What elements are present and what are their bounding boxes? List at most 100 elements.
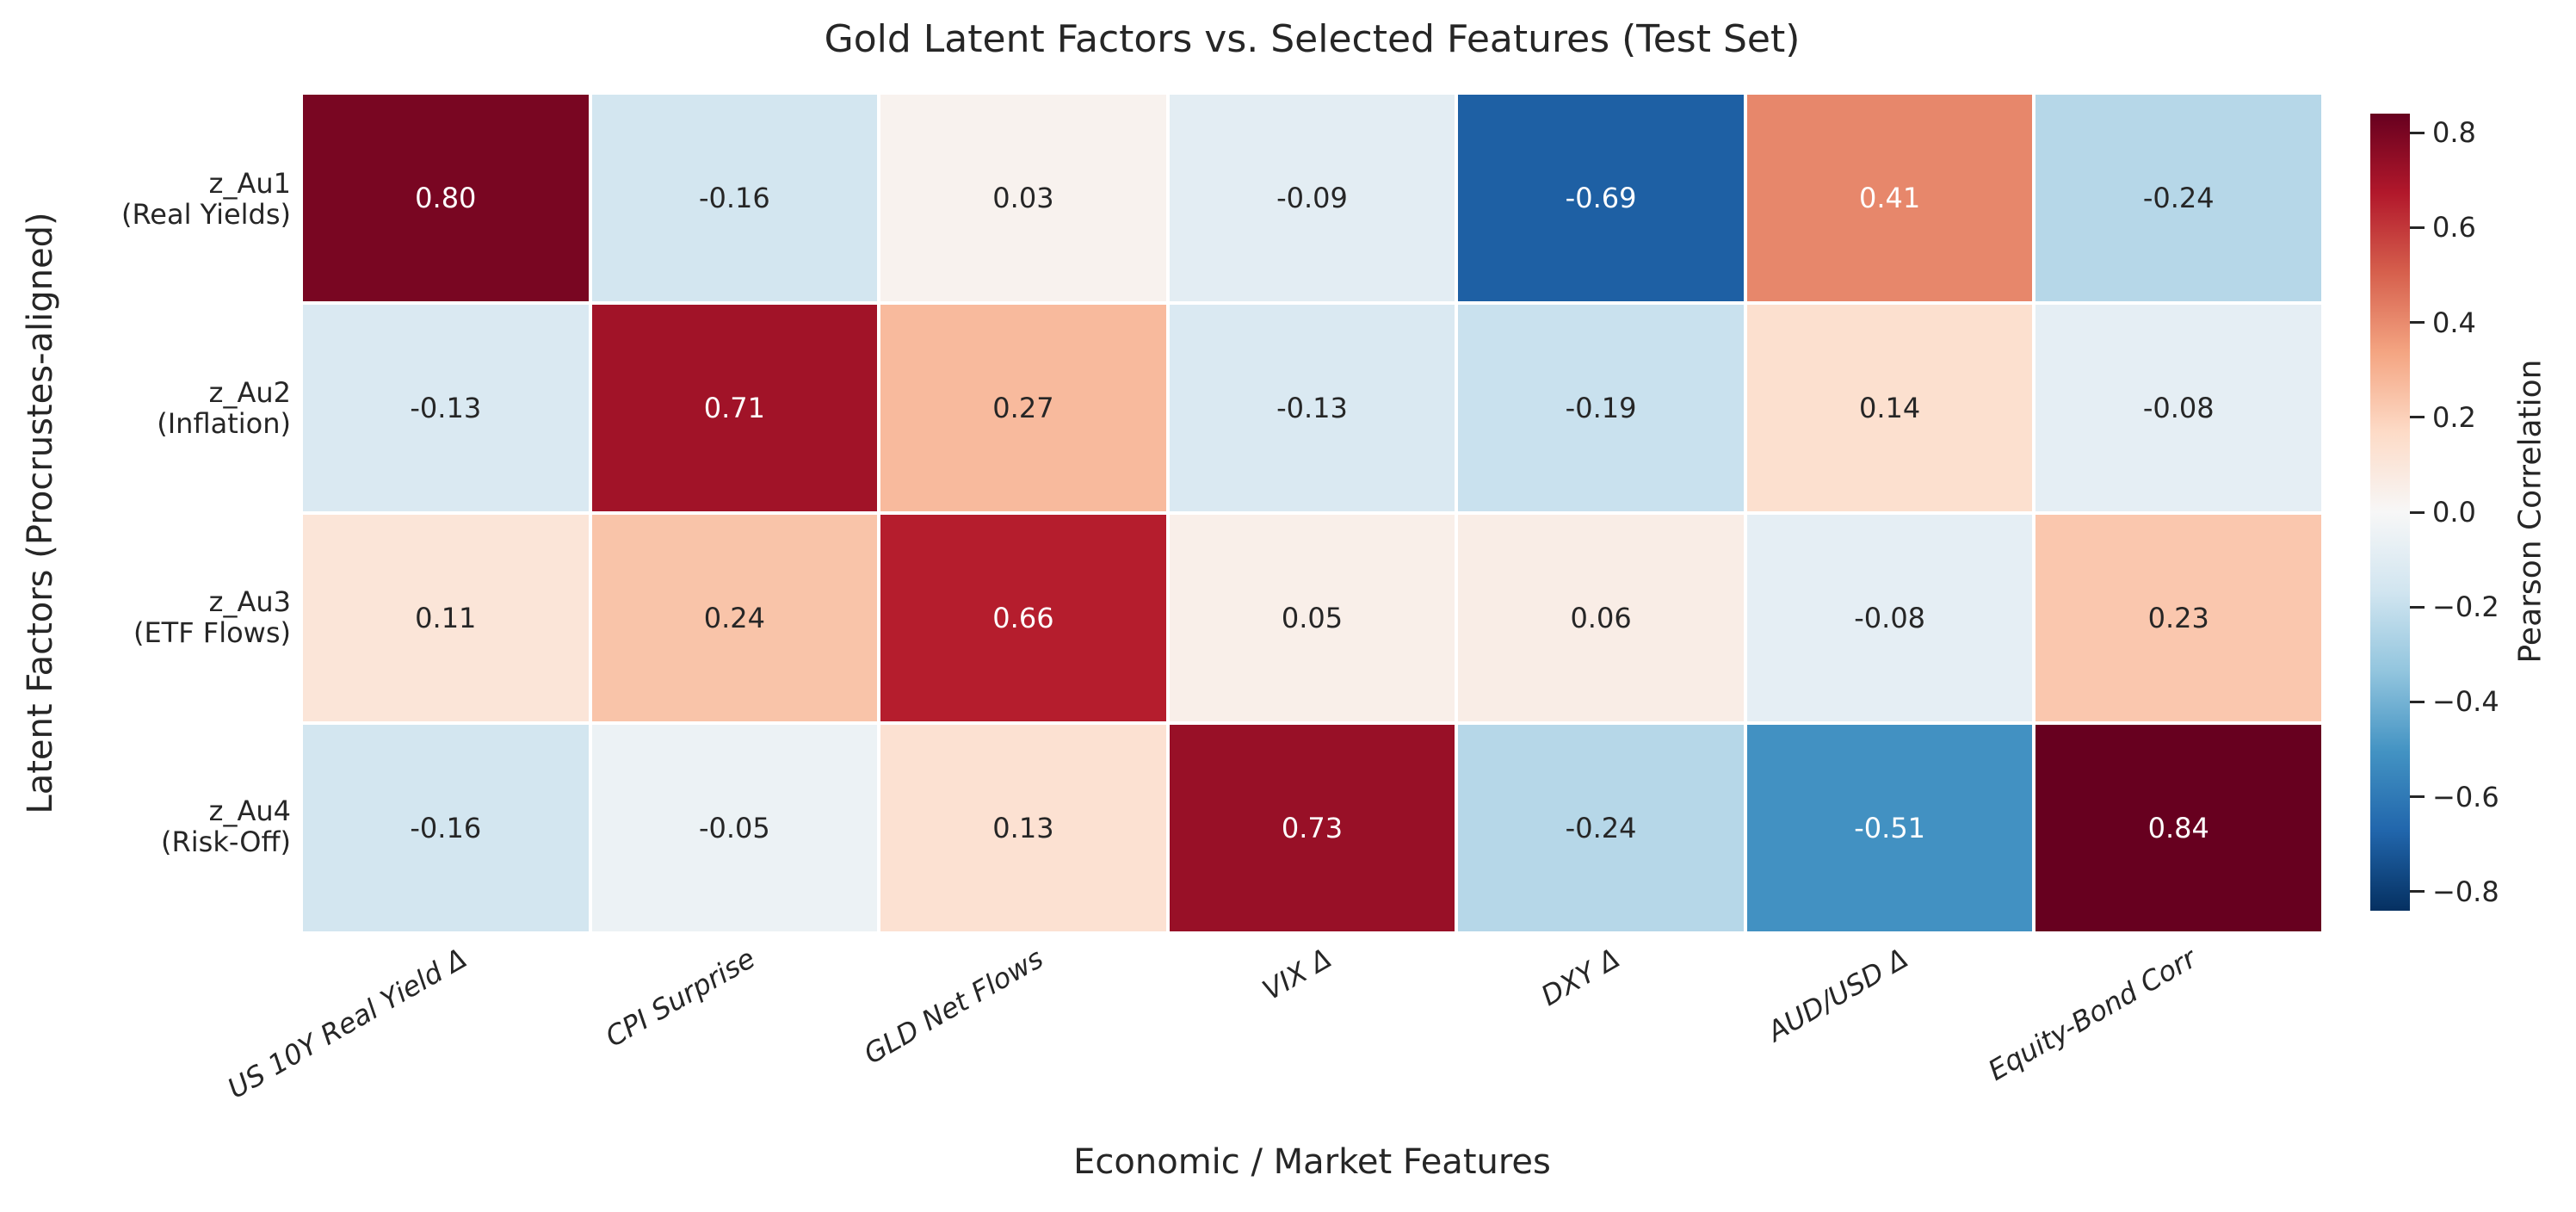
cell-value: -0.51	[1854, 812, 1926, 844]
heatmap-cell: 0.14	[1746, 305, 2033, 511]
cell-value: -0.13	[1276, 392, 1348, 424]
cell-value: 0.05	[1281, 602, 1344, 634]
x-tick-label: Equity-Bond Corr	[1982, 942, 2202, 1087]
factor-description: (Real Yields)	[121, 197, 291, 231]
heatmap-cell: -0.19	[1458, 305, 1744, 511]
heatmap-cell: 0.27	[880, 305, 1166, 511]
y-tick-label: z_Au4 (Risk-Off)	[0, 722, 291, 931]
y-tick-label: z_Au2 (Inflation)	[0, 304, 291, 513]
colorbar-gradient	[2370, 114, 2410, 911]
cell-value: 0.84	[2147, 812, 2209, 844]
factor-description: (Inflation)	[157, 406, 291, 440]
cell-value: -0.13	[410, 392, 482, 424]
x-tick-label: GLD Net Flows	[858, 942, 1049, 1071]
cell-value: -0.08	[2142, 392, 2215, 424]
heatmap-cell: -0.08	[2035, 305, 2321, 511]
heatmap-cell: -0.24	[1458, 725, 1744, 931]
heatmap-cell: -0.09	[1169, 95, 1455, 301]
colorbar-tick-label: 0.6	[2432, 211, 2476, 244]
cell-value: 0.71	[703, 392, 765, 424]
colorbar-tick-label: 0.4	[2432, 306, 2476, 339]
heatmap-cell: -0.08	[1746, 515, 2033, 721]
colorbar-tick-label: −0.4	[2432, 685, 2499, 719]
cell-value: -0.16	[410, 812, 482, 844]
heatmap-cell: -0.13	[303, 305, 589, 511]
heatmap-cell: 0.80	[303, 95, 589, 301]
heatmap-cell: -0.05	[591, 725, 878, 931]
x-tick-label: DXY Δ	[1535, 942, 1626, 1012]
heatmap-cell: -0.24	[2035, 95, 2321, 301]
heatmap-cell: 0.41	[1746, 95, 2033, 301]
colorbar-tick-label: −0.8	[2432, 875, 2499, 908]
cell-value: 0.73	[1281, 812, 1344, 844]
x-tick-label: CPI Surprise	[599, 942, 761, 1054]
factor-description: (ETF Flows)	[133, 615, 291, 649]
cell-value: 0.13	[992, 812, 1054, 844]
cell-value: 0.27	[992, 392, 1054, 424]
colorbar-tick-mark	[2410, 226, 2425, 229]
cell-value: 0.14	[1859, 392, 1921, 424]
heatmap-cell: 0.05	[1169, 515, 1455, 721]
heatmap-cell: 0.84	[2035, 725, 2321, 931]
cell-value: -0.69	[1565, 182, 1637, 214]
heatmap-cell: 0.13	[880, 725, 1166, 931]
cell-value: -0.08	[1854, 602, 1926, 634]
heatmap-cell: 0.23	[2035, 515, 2321, 721]
heatmap-cell: 0.06	[1458, 515, 1744, 721]
colorbar-title: Pearson Correlation	[2512, 359, 2548, 664]
heatmap-cell: 0.71	[591, 305, 878, 511]
colorbar-tick-mark	[2410, 795, 2425, 799]
cell-value: 0.41	[1859, 182, 1921, 214]
cell-value: 0.66	[992, 602, 1054, 634]
x-axis-title: Economic / Market Features	[1073, 1142, 1551, 1182]
cell-value: -0.16	[698, 182, 770, 214]
heatmap-cell: 0.73	[1169, 725, 1455, 931]
cell-value: -0.24	[2142, 182, 2215, 214]
colorbar-tick-label: 0.8	[2432, 116, 2476, 150]
colorbar-tick-label: −0.6	[2432, 780, 2499, 813]
colorbar-tick-mark	[2410, 321, 2425, 325]
colorbar-tick-mark	[2410, 605, 2425, 609]
cell-value: -0.19	[1565, 392, 1637, 424]
heatmap-cell: -0.16	[303, 725, 589, 931]
cell-value: -0.24	[1565, 812, 1637, 844]
colorbar-tick-mark	[2410, 890, 2425, 894]
heatmap-cell: -0.13	[1169, 305, 1455, 511]
colorbar-tick-label: 0.2	[2432, 400, 2476, 434]
x-tick-label: VIX Δ	[1257, 942, 1337, 1007]
colorbar-tick-mark	[2410, 510, 2425, 514]
factor-id: z_Au2	[208, 375, 291, 409]
cell-value: 0.24	[703, 602, 765, 634]
cell-value: 0.06	[1570, 602, 1632, 634]
heatmap-cell: 0.24	[591, 515, 878, 721]
x-tick-label: US 10Y Real Yield Δ	[221, 942, 473, 1105]
heatmap-cell: 0.66	[880, 515, 1166, 721]
colorbar-tick-mark	[2410, 416, 2425, 419]
x-tick-label: AUD/USD Δ	[1762, 942, 1914, 1048]
heatmap-cell: -0.69	[1458, 95, 1744, 301]
cell-value: 0.11	[415, 602, 477, 634]
factor-id: z_Au1	[208, 166, 291, 200]
factor-id: z_Au4	[208, 794, 291, 827]
factor-id: z_Au3	[208, 584, 291, 618]
factor-description: (Risk-Off)	[161, 825, 291, 858]
heatmap-grid: 0.80 -0.16 0.03 -0.09 -0.69 0.41 -0.24 -0.13 0.7…	[303, 95, 2321, 931]
colorbar-tick-label: 0.0	[2432, 496, 2476, 529]
colorbar-tick-label: −0.2	[2432, 591, 2499, 624]
cell-value: 0.80	[415, 182, 477, 214]
colorbar-tick-mark	[2410, 700, 2425, 703]
cell-value: 0.03	[992, 182, 1054, 214]
heatmap-cell: -0.16	[591, 95, 878, 301]
y-axis-title: Latent Factors (Procrustes-aligned)	[21, 212, 60, 814]
heatmap-cell: 0.03	[880, 95, 1166, 301]
heatmap-cell: 0.11	[303, 515, 589, 721]
heatmap-cell: -0.51	[1746, 725, 2033, 931]
cell-value: -0.09	[1276, 182, 1348, 214]
colorbar-tick-mark	[2410, 131, 2425, 134]
cell-value: 0.23	[2147, 602, 2209, 634]
chart-title: Gold Latent Factors vs. Selected Feature…	[824, 17, 1801, 61]
y-tick-label: z_Au1 (Real Yields)	[0, 95, 291, 304]
y-tick-label: z_Au3 (ETF Flows)	[0, 513, 291, 722]
cell-value: -0.05	[698, 812, 770, 844]
